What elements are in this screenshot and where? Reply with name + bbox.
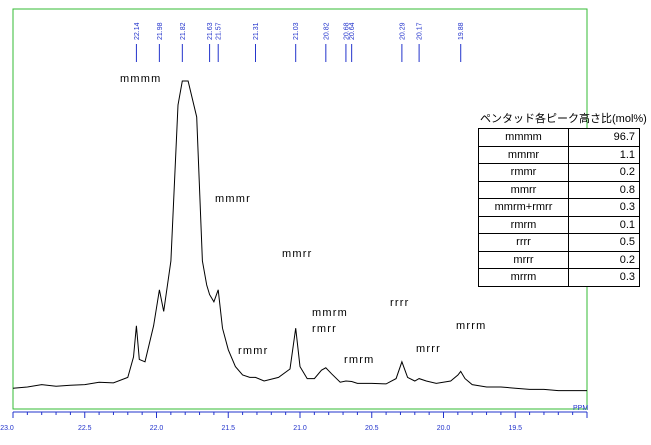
table-row: rmrm 0.1 [478,215,640,234]
pentad-value: 1.1 [568,145,640,164]
peak-label: rmrr [312,323,337,335]
pentad-value: 0.1 [568,215,640,234]
x-tick-label: 20.5 [365,425,379,432]
table-title: ペンタッド各ピーク高さ比(mol%) [480,113,647,125]
table-row: rrrr 0.5 [478,233,640,252]
peak-marker-label: 20.64 [349,22,356,40]
peak-label: mmmr [215,193,251,205]
table-row: mmmm 96.7 [478,128,640,147]
pentad-name: rmmr [478,163,569,182]
peak-label: mmrm [312,307,348,319]
peak-label: rmmr [238,345,268,357]
pentad-name: mmmm [478,128,569,147]
pentad-value: 0.5 [568,233,640,252]
peak-label: rmrm [344,354,374,366]
peak-marker-label: 20.82 [323,22,330,40]
x-tick-label: 23.0 [0,425,14,432]
peak-marker-label: 20.17 [417,22,424,40]
peak-label: mmmm [120,73,161,85]
pentad-name: rmrm [478,215,569,234]
peak-label: mrrr [416,343,441,355]
x-axis-title: PPM [573,405,588,412]
spectrum-line [12,80,587,392]
table-row: mrrr 0.2 [478,250,640,269]
peak-label: mmrr [282,248,312,260]
peak-marker-label: 20.29 [399,22,406,40]
pentad-value: 0.3 [568,198,640,217]
peak-marker-label: 21.03 [293,22,300,40]
table-row: mmrm+rmrr 0.3 [478,198,640,217]
x-tick-label: 22.5 [78,425,92,432]
x-tick-label: 21.5 [221,425,235,432]
pentad-value: 96.7 [568,128,640,147]
peak-labels: mmmm mmmr mmrr mmrm rmrr rmmr rmrm rrrr mrrr mrrm [120,73,486,366]
x-tick-label: 20.0 [437,425,451,432]
peak-marker-label: 22.14 [134,22,141,40]
peak-markers: 22.14 21.98 21.82 21.63 21.57 21.31 21.03 20.82… [134,22,465,62]
peak-marker-label: 21.57 [216,22,223,40]
pentad-name: rrrr [478,233,569,252]
x-tick-label: 19.5 [508,425,522,432]
table-row: mmmr 1.1 [478,145,640,164]
peak-marker-label: 21.82 [180,22,187,40]
table-row: mmrr 0.8 [478,180,640,199]
pentad-name: mrrm [478,268,569,287]
peak-label: rrrr [390,297,409,309]
pentad-value: 0.8 [568,180,640,199]
pentad-table: mmmm 96.7 mmmr 1.1 rmmr 0.2 mmrr 0.8 mmrm+rmrr 0.… [478,128,640,287]
peak-marker-label: 19.88 [458,22,465,40]
x-tick-label: 21.0 [293,425,307,432]
pentad-value: 0.2 [568,163,640,182]
peak-marker-label: 21.31 [253,22,260,40]
pentad-name: mmrm+rmrr [478,198,569,217]
table-row: mrrm 0.3 [478,268,640,287]
pentad-name: mmmr [478,145,569,164]
pentad-value: 0.3 [568,268,640,287]
spectrum-trace [12,80,587,392]
peak-marker-label: 21.98 [157,22,164,40]
x-tick-label: 22.0 [150,425,164,432]
peak-marker-label: 21.63 [207,22,214,40]
pentad-value: 0.2 [568,250,640,269]
peak-label: mrrm [456,320,486,332]
table-row: rmmr 0.2 [478,163,640,182]
pentad-name: mmrr [478,180,569,199]
x-axis: 23.0 22.5 22.0 21.5 21.0 20.5 20.0 19.5 PPM [0,405,588,432]
pentad-name: mrrr [478,250,569,269]
peak-marker-label: 20.68 [343,22,350,40]
